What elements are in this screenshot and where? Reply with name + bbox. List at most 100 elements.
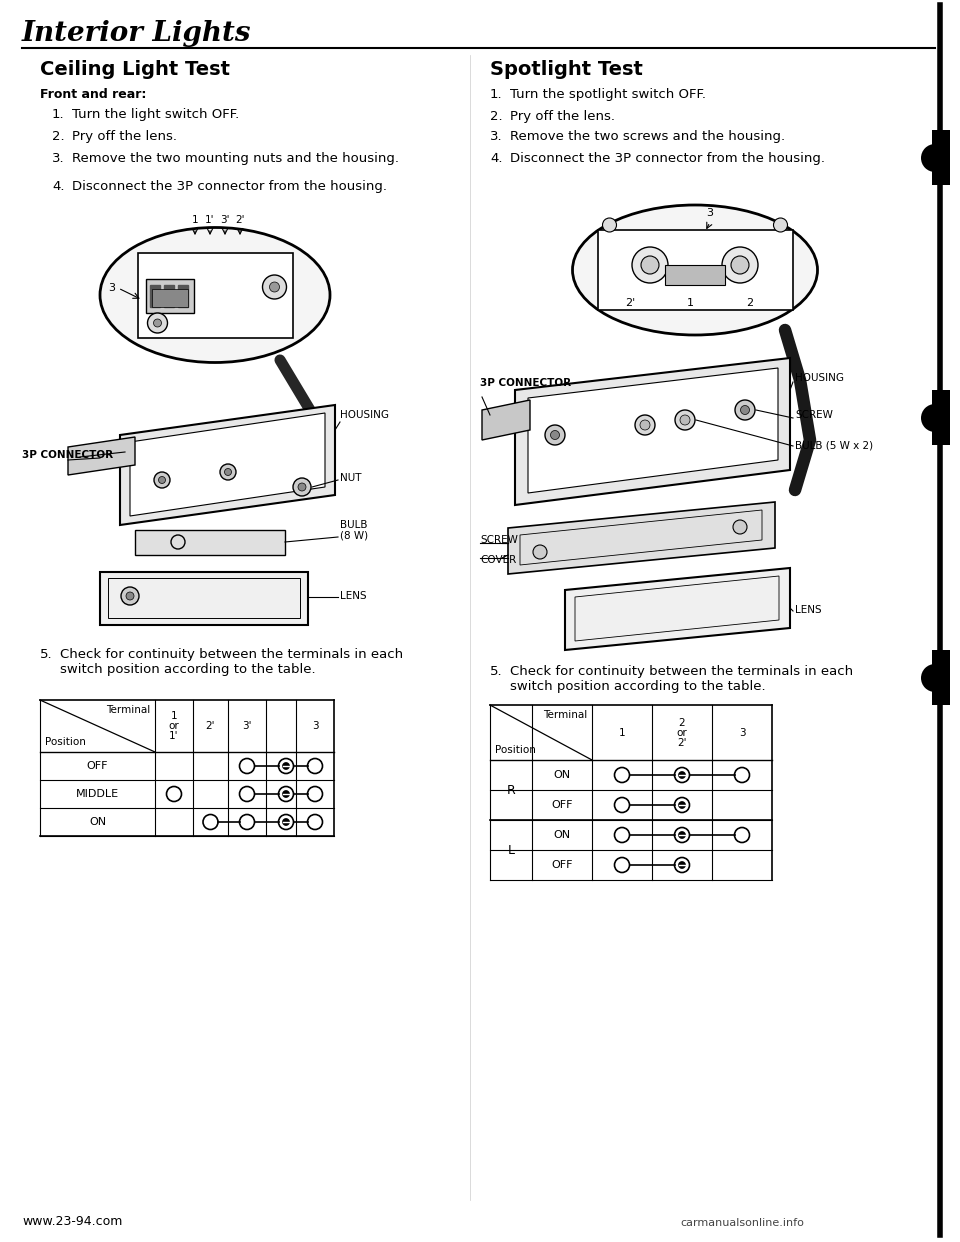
Text: HOUSING: HOUSING	[340, 410, 389, 420]
Text: Front and rear:: Front and rear:	[40, 88, 146, 101]
Text: 3.: 3.	[52, 152, 64, 165]
Circle shape	[679, 801, 685, 809]
Text: 2.: 2.	[490, 111, 503, 123]
Text: SCREW: SCREW	[480, 535, 517, 545]
Text: Turn the light switch OFF.: Turn the light switch OFF.	[72, 108, 239, 120]
Text: 2': 2'	[235, 215, 245, 225]
Polygon shape	[528, 368, 778, 493]
Text: ON: ON	[553, 830, 570, 840]
Text: R: R	[507, 784, 516, 796]
Circle shape	[282, 818, 290, 826]
Circle shape	[282, 763, 290, 770]
Circle shape	[675, 410, 695, 430]
Text: 4.: 4.	[52, 180, 64, 193]
Text: 1.: 1.	[490, 88, 503, 101]
Circle shape	[603, 219, 616, 232]
Circle shape	[921, 404, 949, 432]
Circle shape	[220, 465, 236, 479]
Text: 2
or
2': 2 or 2'	[677, 718, 687, 748]
Text: Remove the two mounting nuts and the housing.: Remove the two mounting nuts and the hou…	[72, 152, 399, 165]
Text: 2.: 2.	[52, 130, 64, 143]
Polygon shape	[135, 530, 285, 555]
Text: Spotlight Test: Spotlight Test	[490, 60, 643, 79]
Circle shape	[733, 520, 747, 534]
Text: Turn the spotlight switch OFF.: Turn the spotlight switch OFF.	[510, 88, 706, 101]
Text: MIDDLE: MIDDLE	[76, 789, 119, 799]
Text: carmanualsonline.info: carmanualsonline.info	[680, 1218, 804, 1228]
Text: 1: 1	[686, 298, 693, 308]
Polygon shape	[120, 405, 335, 525]
Text: 5.: 5.	[40, 648, 53, 661]
Circle shape	[731, 256, 749, 274]
Text: Disconnect the 3P connector from the housing.: Disconnect the 3P connector from the hou…	[510, 152, 825, 165]
Bar	[152, 289, 187, 307]
Polygon shape	[130, 414, 325, 515]
Text: LENS: LENS	[795, 605, 822, 615]
Text: 3': 3'	[242, 722, 252, 732]
Text: Pry off the lens.: Pry off the lens.	[72, 130, 177, 143]
Text: 1: 1	[618, 728, 625, 738]
Circle shape	[298, 483, 306, 491]
Text: 4.: 4.	[490, 152, 502, 165]
Circle shape	[282, 790, 290, 797]
Text: Position: Position	[495, 745, 536, 755]
Text: 1: 1	[192, 215, 199, 225]
Circle shape	[148, 313, 167, 333]
Text: BULB: BULB	[340, 520, 368, 530]
Circle shape	[679, 862, 685, 868]
Text: 5.: 5.	[490, 664, 503, 678]
Text: Disconnect the 3P connector from the housing.: Disconnect the 3P connector from the hou…	[72, 180, 387, 193]
Text: 3P CONNECTOR: 3P CONNECTOR	[480, 378, 571, 388]
Text: NUT: NUT	[340, 473, 362, 483]
Circle shape	[921, 144, 949, 171]
Circle shape	[722, 247, 758, 283]
Text: ON: ON	[553, 770, 570, 780]
Text: ON: ON	[89, 817, 106, 827]
Text: Position: Position	[45, 737, 85, 746]
Text: 3.: 3.	[490, 130, 503, 143]
Text: LENS: LENS	[340, 591, 367, 601]
Ellipse shape	[572, 205, 818, 335]
Circle shape	[158, 477, 165, 483]
Bar	[665, 265, 725, 284]
Circle shape	[270, 282, 279, 292]
Bar	[597, 230, 793, 310]
Text: SCREW: SCREW	[795, 410, 833, 420]
Circle shape	[735, 400, 755, 420]
Circle shape	[921, 664, 949, 692]
Text: 2': 2'	[625, 298, 636, 308]
Text: (8 W): (8 W)	[340, 530, 368, 540]
Text: www.23-94.com: www.23-94.com	[22, 1215, 122, 1228]
Text: Terminal: Terminal	[542, 710, 587, 720]
Polygon shape	[482, 400, 530, 440]
Text: Check for continuity between the terminals in each
switch position according to : Check for continuity between the termina…	[510, 664, 853, 693]
Text: 1.: 1.	[52, 108, 64, 120]
Circle shape	[154, 319, 161, 327]
Bar	[932, 130, 950, 185]
Circle shape	[225, 468, 231, 476]
Polygon shape	[100, 573, 308, 625]
Bar	[146, 279, 194, 313]
Text: 3: 3	[108, 283, 115, 293]
Text: 2: 2	[747, 298, 754, 308]
Text: BULB (5 W x 2): BULB (5 W x 2)	[795, 440, 874, 450]
Text: Check for continuity between the terminals in each
switch position according to : Check for continuity between the termina…	[60, 648, 403, 676]
Circle shape	[635, 415, 655, 435]
Text: Ceiling Light Test: Ceiling Light Test	[40, 60, 230, 79]
Text: 3: 3	[738, 728, 745, 738]
Polygon shape	[565, 568, 790, 650]
Circle shape	[740, 405, 750, 415]
Text: HOUSING: HOUSING	[795, 373, 844, 383]
Circle shape	[550, 431, 560, 440]
Circle shape	[680, 415, 690, 425]
Text: 3: 3	[707, 207, 713, 219]
Bar	[932, 390, 950, 445]
Circle shape	[641, 256, 659, 274]
Text: L: L	[508, 843, 515, 857]
Text: 2': 2'	[205, 722, 215, 732]
Polygon shape	[508, 502, 775, 574]
Text: 3: 3	[312, 722, 319, 732]
Circle shape	[774, 219, 787, 232]
Polygon shape	[515, 358, 790, 505]
Ellipse shape	[100, 227, 330, 363]
